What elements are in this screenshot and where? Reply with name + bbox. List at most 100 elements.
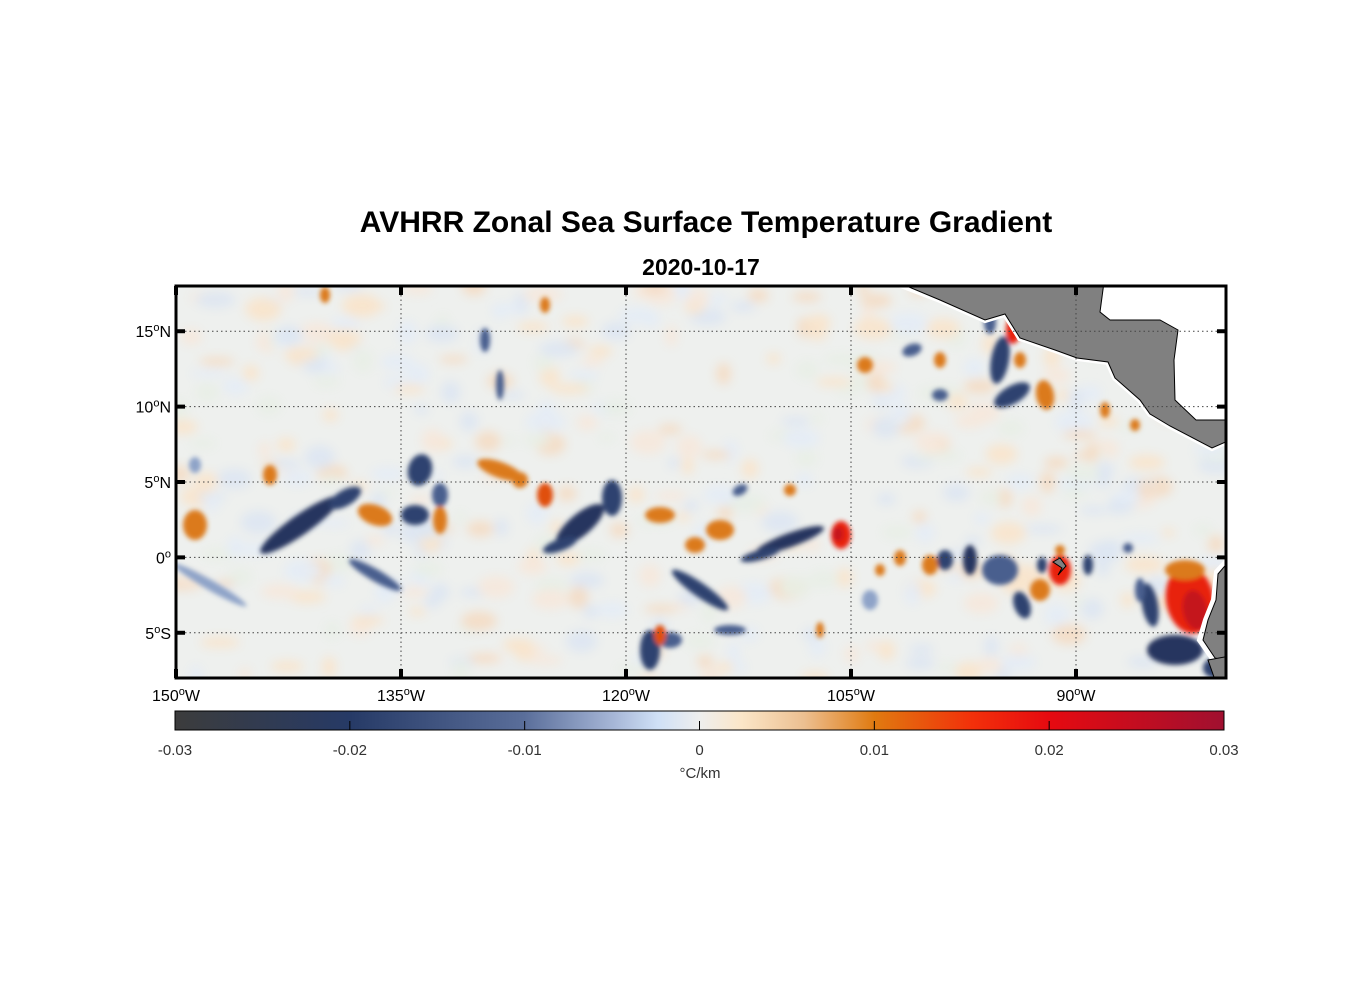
gradient-texture-cell	[370, 467, 405, 481]
gradient-texture-cell	[439, 355, 469, 364]
gradient-texture-cell	[176, 465, 191, 483]
gradient-texture-cell	[550, 383, 589, 395]
gradient-texture-cell	[527, 655, 563, 665]
gradient-texture-cell	[836, 568, 853, 588]
gradient-feature	[1135, 578, 1145, 602]
gradient-texture-cell	[501, 436, 517, 446]
galapagos-island	[1052, 557, 1067, 576]
colorbar-tick-label: 0.01	[860, 742, 889, 759]
gradient-feature	[477, 458, 523, 482]
gradient-texture-cell	[856, 286, 870, 295]
gradient-texture-cell	[491, 303, 523, 315]
gradient-texture-cell	[1043, 604, 1070, 627]
gradient-feature	[480, 328, 490, 352]
gradient-texture-cell	[380, 354, 415, 371]
gradient-feature	[1147, 635, 1203, 665]
gradient-texture-cell	[935, 662, 961, 672]
gradient-texture-cell	[641, 286, 668, 295]
gradient-feature	[1165, 560, 1205, 580]
gradient-texture-cell	[452, 659, 469, 678]
gradient-texture-cell	[644, 604, 678, 614]
gradient-texture-cell	[277, 286, 295, 303]
gradient-feature	[740, 547, 780, 563]
gradient-feature	[555, 503, 605, 547]
gradient-feature	[183, 510, 207, 540]
colorbar-tick-label: -0.02	[333, 742, 367, 759]
gradient-texture-cell	[321, 656, 337, 678]
gradient-texture-cell	[561, 315, 589, 328]
gradient-feature	[816, 622, 824, 638]
gradient-texture-cell	[522, 433, 551, 447]
gradient-texture-cell	[461, 286, 487, 296]
gradient-texture-cell	[741, 458, 759, 479]
gradient-feature	[602, 480, 622, 516]
gradient-feature	[1035, 380, 1055, 410]
x-tick-label: 135oW	[377, 686, 426, 705]
gradient-texture-cell	[413, 562, 443, 577]
gradient-texture-cell	[270, 660, 304, 673]
x-tick-label: 105oW	[827, 686, 876, 705]
gradient-texture-cell	[990, 521, 1026, 545]
gradient-feature	[857, 357, 873, 373]
gradient-texture-cell	[1127, 656, 1159, 668]
gradient-texture-cell	[556, 552, 580, 566]
gradient-texture-cell	[703, 485, 737, 505]
gradient-texture-cell	[795, 449, 818, 467]
gradient-texture-cell	[261, 584, 299, 599]
gradient-texture-cell	[461, 611, 497, 631]
gradient-texture-cell	[454, 511, 467, 524]
gradient-texture-cell	[526, 502, 549, 525]
gradient-texture-cell	[1095, 562, 1110, 576]
gradient-feature	[432, 483, 448, 507]
gradient-texture-cell	[643, 315, 660, 327]
gradient-feature	[540, 297, 550, 313]
gradient-texture-cell	[199, 357, 235, 366]
colorbar-tick-label: -0.03	[158, 742, 192, 759]
gradient-texture-cell	[288, 590, 326, 604]
gradient-texture-cell	[494, 518, 509, 537]
gradient-texture-cell	[227, 568, 253, 586]
colorbar-tick-label: 0.03	[1209, 742, 1238, 759]
land-south-america	[1196, 557, 1226, 678]
gradient-texture-cell	[322, 408, 339, 422]
gradient-feature	[894, 550, 906, 566]
gradient-texture-cell	[452, 455, 479, 469]
gradient-texture-cell	[240, 510, 277, 535]
gradient-feature	[756, 526, 824, 554]
gradient-texture-cell	[665, 325, 678, 347]
gradient-texture-cell	[1044, 456, 1069, 469]
gradient-feature	[833, 527, 843, 541]
gradient-texture-cell	[1096, 472, 1111, 489]
gradient-feature	[1100, 402, 1110, 418]
gradient-texture-cell	[704, 294, 728, 306]
gradient-texture-cell	[557, 485, 577, 502]
gradient-texture-cell	[405, 363, 430, 386]
gradient-texture-cell	[684, 633, 716, 649]
gradient-feature	[994, 382, 1030, 408]
gradient-feature	[1013, 591, 1031, 619]
gradient-texture-cell	[908, 644, 935, 654]
gradient-texture-cell	[304, 445, 335, 470]
colorbar-tick-label: 0.02	[1035, 742, 1064, 759]
gradient-feature	[862, 590, 878, 610]
gradient-texture-cell	[630, 430, 666, 455]
gradient-feature	[714, 625, 746, 635]
gradient-texture-cell	[878, 640, 896, 661]
gradient-texture-cell	[190, 369, 228, 378]
gradient-texture-cell	[189, 438, 217, 449]
gradient-texture-cell	[912, 510, 927, 524]
gradient-texture-cell	[859, 293, 893, 308]
gradient-texture-cell	[701, 450, 732, 460]
gradient-texture-cell	[227, 536, 244, 558]
gradient-feature	[320, 287, 330, 303]
gradient-feature	[1130, 419, 1140, 431]
gradient-texture-cell	[942, 483, 970, 502]
gradient-texture-cell	[475, 431, 501, 452]
gradient-texture-cell	[1021, 495, 1042, 517]
gradient-texture-cell	[596, 602, 628, 618]
gradient-texture-cell	[195, 383, 220, 402]
gradient-texture-cell	[963, 378, 996, 394]
gradient-texture-cell	[194, 472, 219, 490]
gradient-feature	[542, 536, 578, 554]
gradient-texture-cell	[365, 535, 385, 546]
